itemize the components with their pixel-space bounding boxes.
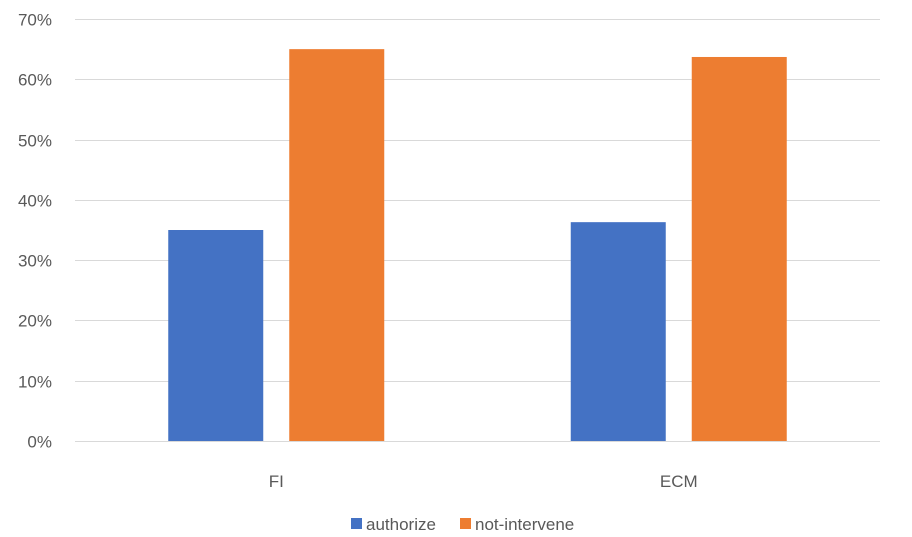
y-tick-label: 70% (18, 11, 52, 30)
bar-not-intervene-ecm (691, 56, 787, 441)
bar-not-intervene-fi (289, 49, 385, 442)
legend-swatch-authorize (351, 518, 362, 529)
y-tick-label: 20% (18, 312, 52, 331)
y-tick-label: 40% (18, 192, 52, 211)
bar-authorize-ecm (570, 222, 666, 441)
bars (168, 49, 787, 442)
y-tick-label: 30% (18, 252, 52, 271)
y-tick-label: 60% (18, 71, 52, 90)
y-tick-label: 0% (27, 433, 52, 452)
y-tick-label: 10% (18, 373, 52, 392)
legend: authorize not-intervene (351, 515, 574, 534)
x-category-label: ECM (660, 472, 698, 491)
legend-label-not-intervene: not-intervene (475, 515, 574, 534)
y-axis-tick-labels: 0% 10% 20% 30% 40% 50% 60% 70% (18, 11, 52, 452)
legend-swatch-not-intervene (460, 518, 471, 529)
bar-authorize-fi (168, 230, 264, 441)
legend-label-authorize: authorize (366, 515, 436, 534)
y-tick-label: 50% (18, 132, 52, 151)
x-category-label: FI (269, 472, 284, 491)
x-axis-category-labels: FI ECM (269, 472, 698, 491)
